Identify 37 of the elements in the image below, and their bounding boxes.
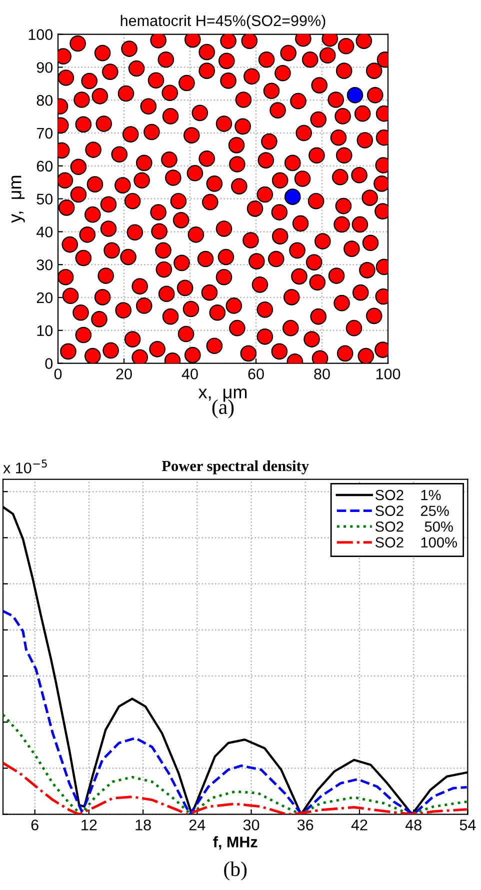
- chart-title: hematocrit H=45%(SO2=99%): [120, 14, 326, 30]
- y-tick-label: 10: [37, 325, 53, 336]
- x-tick-label: 48: [405, 820, 422, 830]
- y-tick-label: 90: [36, 62, 53, 73]
- legend-label: SO2 100%: [375, 537, 457, 548]
- y-tick-label: 30: [36, 259, 53, 270]
- y-tick-label: 0: [45, 358, 53, 369]
- text: (b): [224, 862, 247, 880]
- y-tick-label: 40: [36, 226, 53, 238]
- x-tick-label: 24: [189, 820, 206, 830]
- legend-label: SO2 1%: [375, 490, 441, 500]
- x-tick-label: 80: [314, 368, 330, 380]
- y-tick-label: 70: [36, 128, 53, 139]
- x-tick-label: 20: [116, 368, 132, 380]
- y-tick-label: 80: [36, 94, 53, 106]
- x-tick-label: 12: [82, 820, 97, 830]
- x-tick-label: 40: [182, 368, 198, 380]
- legend-label: SO2 50%: [375, 521, 453, 532]
- y-tick-label: 20: [36, 292, 53, 304]
- y-axis-title: y, μm: [11, 176, 25, 223]
- x-tick-label: 36: [297, 820, 314, 830]
- y-tick-label: 60: [36, 160, 53, 172]
- x-tick-label: 6: [31, 820, 38, 830]
- y-tick-label: 100: [28, 29, 53, 40]
- text: (a): [212, 399, 234, 418]
- text: x 10$^{−5}$: [3, 460, 47, 474]
- x-tick-label: 18: [136, 820, 151, 830]
- legend-label: SO2 25%: [375, 506, 449, 516]
- x-tick-label: 100: [376, 368, 400, 380]
- x-tick-label: 42: [351, 820, 368, 830]
- x-tick-label: 30: [243, 820, 260, 830]
- x-axis-title: f, MHz: [213, 836, 258, 850]
- chart-title: Power spectral density: [162, 460, 309, 474]
- x-tick-label: 54: [460, 820, 476, 830]
- x-tick-label: 0: [54, 368, 62, 380]
- y-tick-label: 50: [36, 194, 53, 204]
- x-tick-label: 60: [248, 368, 264, 380]
